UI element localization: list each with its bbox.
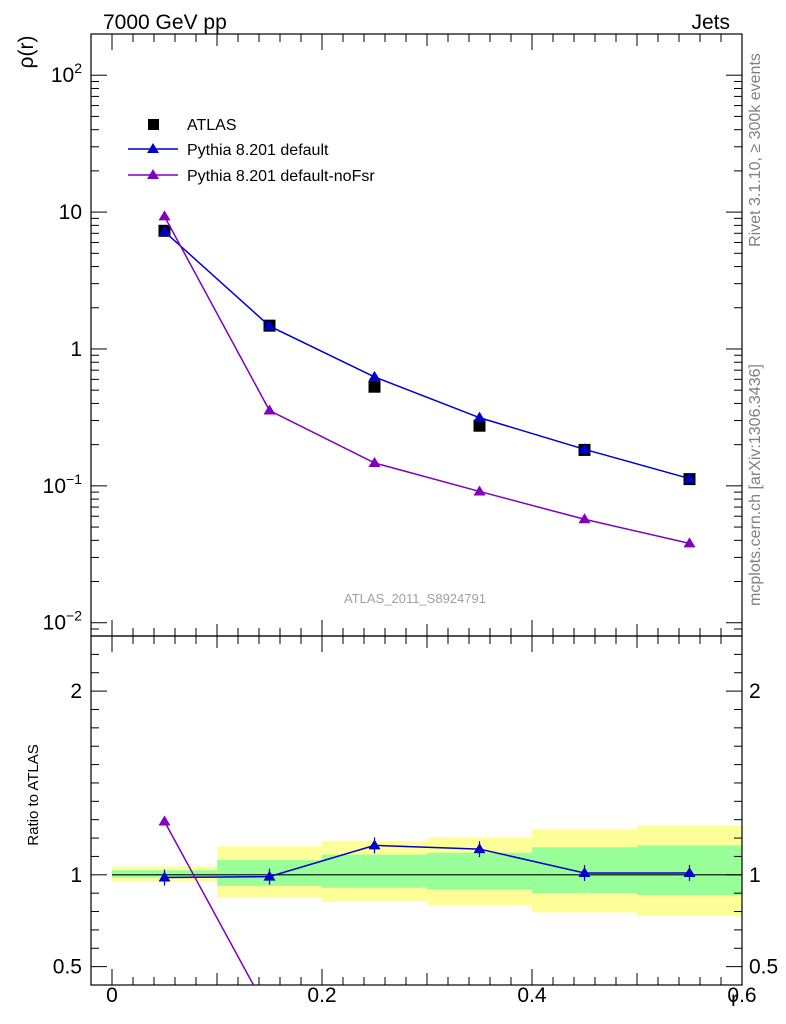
ratio-line-1 [163,821,255,985]
main-y-tick-label: 1 [70,338,82,361]
x-tick-label: 0.2 [307,984,336,1007]
series-point-2 [578,513,591,524]
ratio-y-tick-label-right: 0.5 [749,956,778,979]
ratio-point-1 [684,990,696,1000]
legend-marker-default [147,143,159,153]
atlas-point [473,419,486,432]
ratio-y-label: Ratio to ATLAS [25,744,42,845]
main-y-tick-label: 10−1 [43,471,83,498]
legend-marker-nofsr [147,169,159,179]
ratio-point-0 [473,843,486,854]
main-y-tick-label: 10−2 [43,608,83,635]
ratio-series-group [158,815,696,1018]
watermark: ATLAS_2011_S8924791 [344,591,486,606]
ratio-y-tick-label: 1 [70,864,82,887]
atlas-point [368,380,381,393]
ratio-y-tick-label: 2 [70,680,82,703]
x-tick-label: 0 [106,984,118,1007]
legend-entry-default: Pythia 8.201 default [187,142,329,159]
main-y-tick-label: 102 [51,60,82,87]
series-point-1 [263,320,276,331]
legend-marker-atlas [148,119,159,130]
series-point-2 [263,404,276,415]
ratio-point-1 [369,1001,381,1011]
legend-entry-nofsr: Pythia 8.201 default-noFsr [187,168,375,185]
ratio-frame [90,635,743,986]
ratio-line-0 [164,844,690,879]
header-right: Jets [691,11,730,34]
ratio-point-0 [578,866,591,877]
series-point-1 [473,411,486,422]
main-y-tick-base: 10 [43,612,66,635]
series-point-1 [578,443,591,454]
ratio-y-tick-label: 0.5 [53,956,82,979]
series-point-2 [473,485,486,496]
ratio-point-1 [158,815,171,826]
x-tick-label: 0.4 [517,984,547,1007]
ratio-point-0 [683,866,696,877]
main-y-tick-base: 10 [43,475,66,498]
x-tick-label: 0.6 [727,984,756,1007]
series-point-1 [683,472,696,483]
ratio-point-0 [368,839,381,850]
main-y-label: ρ(r) [15,36,38,69]
ratio-point-0 [158,871,171,882]
x-axis-label: r [731,988,738,1011]
ratio-y-tick-label-right: 2 [749,680,761,703]
ratio-point-1 [579,996,591,1006]
ratio-point-1 [474,992,486,1002]
main-y-tick-exp: 2 [74,60,82,76]
band-inner [322,854,427,888]
header-left: 7000 GeV pp [103,11,227,34]
legend-entry-atlas: ATLAS [187,117,237,134]
series-point-2 [158,210,171,221]
series-point-2 [368,456,381,467]
ratio-point-1 [264,1008,276,1018]
ratio-y-tick-label-right: 1 [749,864,761,887]
ratio-point-0 [263,870,276,881]
mcplots-label: mcplots.cern.ch [arXiv:1306.3436] [747,364,764,606]
band-inner [427,852,532,890]
legend: ATLAS Pythia 8.201 default Pythia 8.201 … [128,117,375,185]
main-y-tick-label: 10 [59,201,82,224]
series-point-2 [683,537,696,548]
main-y-tick-base: 10 [51,64,74,87]
series-point-1 [158,225,171,236]
rivet-label: Rivet 3.1.10, ≥ 300k events [747,53,764,247]
series-point-1 [368,370,381,381]
main-y-tick-exp: −2 [66,608,82,624]
series-line-2 [163,216,690,545]
main-y-tick-exp: −1 [66,471,82,487]
series-line-1 [163,231,690,480]
